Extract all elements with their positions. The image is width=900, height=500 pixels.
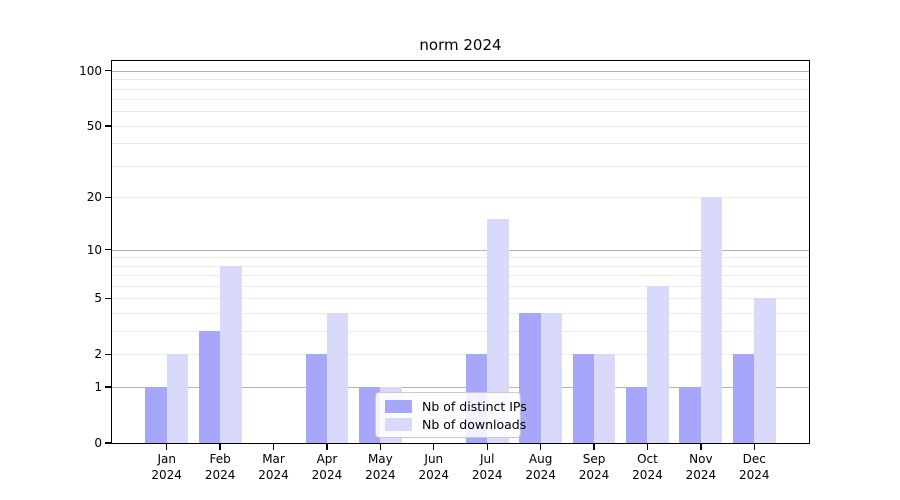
legend-swatch-downloads <box>385 417 412 431</box>
gridline-minor <box>112 197 809 199</box>
x-tick <box>326 444 328 450</box>
gridline-minor <box>112 99 809 101</box>
bar-downloads-jul <box>487 219 509 443</box>
bar-distinct-ips-nov <box>679 387 701 443</box>
bar-downloads-oct <box>647 286 669 443</box>
x-tick-label: Jan 2024 <box>151 452 182 482</box>
legend-label-distinct-ips: Nb of distinct IPs <box>422 398 527 414</box>
legend-item-downloads: Nb of downloads <box>385 416 526 432</box>
legend-label-downloads: Nb of downloads <box>422 416 527 432</box>
gridline-minor <box>112 275 809 277</box>
gridline-minor <box>112 79 809 81</box>
x-tick <box>166 444 168 450</box>
bar-downloads-aug <box>540 313 563 443</box>
bar-distinct-ips-sep <box>572 354 595 443</box>
gridline-minor <box>112 354 809 356</box>
legend-item-distinct-ips: Nb of distinct IPs <box>385 398 527 414</box>
gridline-minor <box>112 166 809 168</box>
y-tick-label: 20 <box>86 190 102 205</box>
x-tick <box>272 444 275 450</box>
y-tick <box>105 386 111 388</box>
x-tick <box>593 444 595 450</box>
bar-distinct-ips-feb <box>198 331 221 443</box>
x-tick <box>433 444 435 450</box>
y-tick <box>105 70 111 72</box>
y-tick-label: 10 <box>86 242 102 257</box>
bar-downloads-feb <box>220 265 242 443</box>
bar-downloads-jan <box>166 354 189 443</box>
gridline-minor <box>112 265 809 267</box>
legend-swatch-distinct-ips <box>385 399 412 413</box>
x-tick <box>219 444 221 450</box>
bar-downloads-dec <box>754 298 776 443</box>
y-tick <box>105 196 111 199</box>
gridline-minor <box>112 298 809 300</box>
gridline-major <box>112 249 809 251</box>
chart-title: norm 2024 <box>419 36 502 54</box>
bar-distinct-ips-dec <box>732 354 755 443</box>
y-tick <box>105 297 111 300</box>
y-tick-label: 100 <box>79 63 102 78</box>
y-tick-label: 50 <box>86 118 102 133</box>
gridline-major <box>112 70 809 72</box>
bar-downloads-apr <box>326 313 349 443</box>
y-tick <box>105 442 111 444</box>
legend: Nb of distinct IPs Nb of downloads <box>375 392 527 438</box>
x-tick-label: Aug 2024 <box>525 452 556 482</box>
y-tick <box>105 353 111 356</box>
x-tick-label: Feb 2024 <box>204 452 236 482</box>
x-tick-label: Apr 2024 <box>311 452 343 482</box>
y-tick-label: 5 <box>94 291 102 306</box>
gridline-major <box>112 387 809 389</box>
gridline-minor <box>112 286 809 288</box>
x-tick-label: Mar 2024 <box>258 452 289 482</box>
x-tick-label: Oct 2024 <box>632 452 663 482</box>
plot-area <box>112 61 809 443</box>
x-tick <box>646 444 649 450</box>
x-tick <box>753 444 755 450</box>
x-tick-label: Jun 2024 <box>418 452 450 482</box>
gridline-minor <box>112 125 809 127</box>
bar-distinct-ips-aug <box>519 313 541 443</box>
gridline-minor <box>112 111 809 113</box>
x-tick <box>486 444 488 450</box>
gridline-minor <box>112 331 809 333</box>
gridline-minor <box>112 88 809 90</box>
bar-distinct-ips-apr <box>305 354 327 443</box>
bar-downloads-sep <box>594 354 616 443</box>
gridline-minor <box>112 143 809 145</box>
x-tick <box>379 444 382 450</box>
y-tick <box>105 248 111 251</box>
x-tick-label: May 2024 <box>365 452 396 482</box>
x-tick <box>539 444 542 450</box>
gridline-minor <box>112 313 809 315</box>
x-tick-label: Nov 2024 <box>685 452 717 482</box>
gridline-minor <box>112 257 809 259</box>
x-tick-label: Jul 2024 <box>471 452 503 482</box>
bar-distinct-ips-oct <box>626 387 648 443</box>
y-tick-label: 2 <box>94 347 102 362</box>
x-tick-label: Sep 2024 <box>578 452 610 482</box>
x-tick <box>700 444 702 450</box>
bar-distinct-ips-jan <box>145 387 167 443</box>
bar-downloads-nov <box>700 197 723 443</box>
y-tick <box>105 125 111 127</box>
y-tick-label: 1 <box>94 380 102 395</box>
x-tick-label: Dec 2024 <box>739 452 770 482</box>
y-tick-label: 0 <box>94 436 102 450</box>
